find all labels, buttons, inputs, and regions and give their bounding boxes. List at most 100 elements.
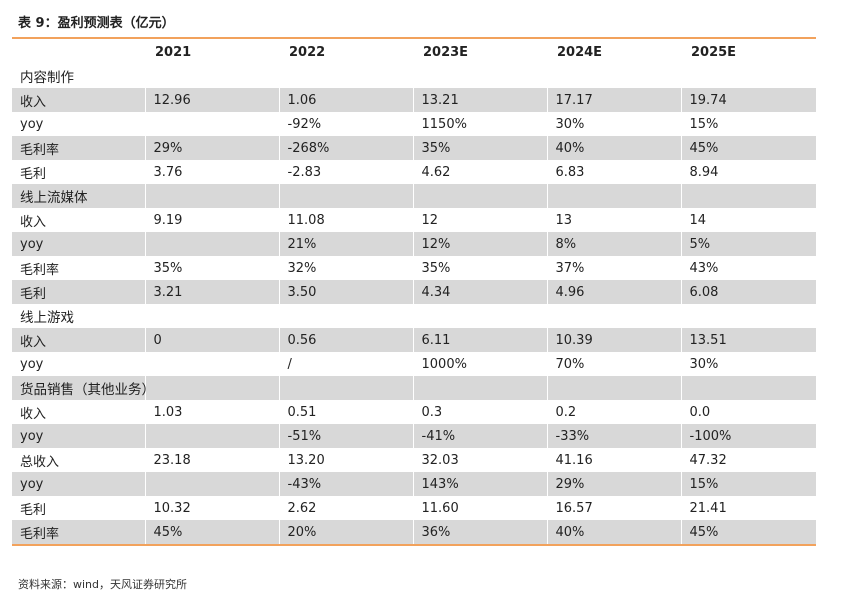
table-cell — [680, 304, 816, 328]
table-cell: 45% — [680, 136, 816, 160]
table-row: 毛利率 29% -268% 35% 40% 45% — [12, 136, 816, 160]
table-cell: / — [278, 352, 413, 376]
row-label: 线上游戏 — [20, 310, 74, 326]
table-cell: -51% — [278, 424, 413, 448]
table-cell — [546, 64, 681, 88]
table-cell: 3.21 — [144, 280, 279, 304]
table-cell — [144, 376, 279, 400]
table-row: yoy -51% -41% -33% -100% — [12, 424, 816, 448]
table-row: 毛利率 35% 32% 35% 37% 43% — [12, 256, 816, 280]
table-cell — [144, 352, 279, 376]
table-cell — [412, 304, 547, 328]
table-cell: 45% — [144, 520, 279, 546]
table-cell: 6.83 — [546, 160, 681, 184]
section-row: 线上流媒体 — [12, 184, 816, 208]
table-row: 总收入 23.18 13.20 32.03 41.16 47.32 — [12, 448, 816, 472]
table-cell: -41% — [412, 424, 547, 448]
table-cell — [144, 184, 279, 208]
table-cell: -92% — [278, 112, 413, 136]
table-cell: 16.57 — [546, 496, 681, 520]
row-label: 内容制作 — [20, 70, 74, 86]
table-cell: 12.96 — [144, 88, 279, 112]
table-cell: 4.96 — [546, 280, 681, 304]
header-cell: 2021 — [155, 44, 192, 60]
table-cell: 1000% — [412, 352, 547, 376]
table-cell: 0 — [144, 328, 279, 352]
table-cell: 3.76 — [144, 160, 279, 184]
section-row: 货品销售（其他业务） — [12, 376, 816, 400]
table-row: yoy -92% 1150% 30% 15% — [12, 112, 816, 136]
row-label: 毛利率 — [12, 520, 145, 546]
table-cell: 13.51 — [680, 328, 816, 352]
table-row: 毛利 3.76 -2.83 4.62 6.83 8.94 — [12, 160, 816, 184]
table-cell: 30% — [546, 112, 681, 136]
table-cell: 15% — [680, 112, 816, 136]
table-cell — [144, 64, 279, 88]
row-label: 货品销售（其他业务） — [12, 376, 155, 400]
table-cell — [144, 304, 279, 328]
row-label: 收入 — [20, 214, 47, 230]
table-cell: 6.11 — [412, 328, 547, 352]
table-cell: 13.20 — [278, 448, 413, 472]
table-row: yoy -43% 143% 29% 15% — [12, 472, 816, 496]
table-title: 表 9：盈利预测表（亿元） — [18, 16, 175, 31]
row-label: 收入 — [20, 406, 47, 422]
table-row: 毛利率 45% 20% 36% 40% 45% — [12, 520, 816, 546]
table-row: 收入 12.96 1.06 13.21 17.17 19.74 — [12, 88, 816, 112]
table-cell: 11.08 — [278, 208, 413, 232]
table-cell: 13.21 — [412, 88, 547, 112]
table-cell: 35% — [412, 256, 547, 280]
table-cell: 143% — [412, 472, 547, 496]
table-row: 收入 1.03 0.51 0.3 0.2 0.0 — [12, 400, 816, 424]
row-label: yoy — [20, 116, 44, 132]
table-cell: 23.18 — [144, 448, 279, 472]
table-cell: 32.03 — [412, 448, 547, 472]
header-cell: 2023E — [423, 44, 469, 60]
table-cell — [412, 184, 547, 208]
table-cell: -43% — [278, 472, 413, 496]
table-cell: 1150% — [412, 112, 547, 136]
table-cell — [680, 64, 816, 88]
table-cell: 35% — [144, 256, 279, 280]
header-cell: 2024E — [557, 44, 603, 60]
table-cell: -2.83 — [278, 160, 413, 184]
table-cell: 21.41 — [680, 496, 816, 520]
table-cell: 0.56 — [278, 328, 413, 352]
table-cell: 35% — [412, 136, 547, 160]
row-label: 收入 — [12, 328, 145, 352]
table-cell: 43% — [680, 256, 816, 280]
section-row: 线上游戏 — [12, 304, 816, 328]
table-cell: 32% — [278, 256, 413, 280]
table-cell: 36% — [412, 520, 547, 546]
row-label: 线上流媒体 — [12, 184, 145, 208]
table-cell: 10.39 — [546, 328, 681, 352]
table-cell — [546, 184, 681, 208]
table-cell — [278, 184, 413, 208]
table-cell: 0.3 — [412, 400, 547, 424]
row-label: 总收入 — [20, 454, 60, 470]
table-cell: 8% — [546, 232, 681, 256]
table-row: yoy 21% 12% 8% 5% — [12, 232, 816, 256]
header-row: 2021 2022 2023E 2024E 2025E — [12, 40, 816, 64]
row-label: 收入 — [12, 88, 145, 112]
top-rule — [12, 37, 816, 39]
table-cell: 1.03 — [144, 400, 279, 424]
table-cell — [546, 304, 681, 328]
table-cell — [278, 304, 413, 328]
table-cell: 19.74 — [680, 88, 816, 112]
table-cell: 9.19 — [144, 208, 279, 232]
table-cell — [412, 376, 547, 400]
table-cell: 4.34 — [412, 280, 547, 304]
table-cell — [680, 376, 816, 400]
table-cell: 13 — [546, 208, 681, 232]
table-cell: 21% — [278, 232, 413, 256]
row-label: 毛利率 — [12, 136, 145, 160]
table-cell — [412, 64, 547, 88]
table-cell — [278, 64, 413, 88]
table-cell: 14 — [680, 208, 816, 232]
table-cell: 15% — [680, 472, 816, 496]
table-cell: 12% — [412, 232, 547, 256]
table-cell: -100% — [680, 424, 816, 448]
row-label: 毛利 — [12, 280, 145, 304]
table-cell: -33% — [546, 424, 681, 448]
